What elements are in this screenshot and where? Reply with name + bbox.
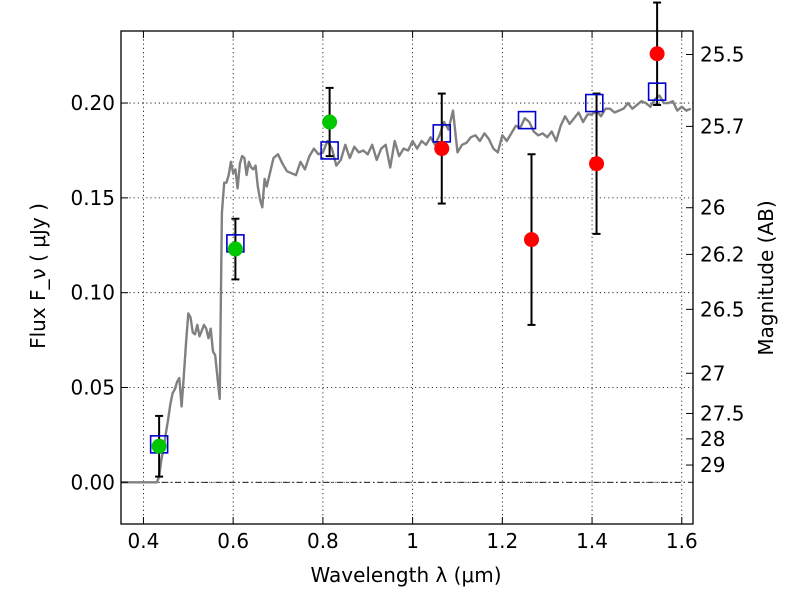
y-tick-label: 0.15 <box>70 186 115 210</box>
y2-tick-label: 26.5 <box>700 297 745 321</box>
y-tick-label: 0.05 <box>70 375 115 399</box>
photometry-point <box>649 46 665 62</box>
sed-line <box>121 94 692 484</box>
photometry-point <box>151 438 167 454</box>
y2-axis-label: Magnitude (AB) <box>754 200 778 355</box>
x-tick-label: 1.2 <box>486 529 518 553</box>
y2-tick-label: 25.5 <box>700 43 745 67</box>
y-tick-label: 0.10 <box>70 281 115 305</box>
plot-frame <box>120 30 694 525</box>
tick-labels: 0.4 0.6 0.8 1 1.2 1.4 1.6 0.00 0.05 0.10 0.15 0.20 2… <box>70 43 744 553</box>
model-band-square <box>320 141 339 160</box>
y2-tick-label: 26.2 <box>700 242 745 266</box>
x-tick-label: 0.6 <box>217 529 249 553</box>
x-tick-label: 1.6 <box>666 529 698 553</box>
y2-tick-label: 27.5 <box>700 401 745 425</box>
photometry-point <box>589 156 605 172</box>
error-bars <box>155 1 662 478</box>
photometry-point <box>227 241 243 257</box>
y2-tick-label: 27 <box>700 361 725 385</box>
sed-line-group <box>121 94 692 484</box>
x-tick-label: 1.4 <box>576 529 608 553</box>
model-band-squares <box>149 82 667 454</box>
y2-tick-label: 26 <box>700 196 725 220</box>
x-tick-label: 0.8 <box>307 529 339 553</box>
y2-tick-label: 29 <box>700 453 725 477</box>
y-tick-label: 0.00 <box>70 470 115 494</box>
x-axis-label: Wavelength λ (μm) <box>310 563 501 587</box>
y2-tick-label: 28 <box>700 427 725 451</box>
photometry-point <box>434 141 450 157</box>
y-tick-label: 0.20 <box>70 91 115 115</box>
model-band-square <box>647 82 667 101</box>
y-axis-label: Flux F_ν ( μJy ) <box>26 203 50 349</box>
model-band-square <box>585 93 604 113</box>
photometry-point <box>523 232 539 248</box>
grid-lines <box>121 31 693 524</box>
photometry-points <box>151 46 665 454</box>
x-tick-label: 1 <box>406 529 419 553</box>
photometry-point <box>322 114 338 130</box>
x-tick-label: 0.4 <box>128 529 160 553</box>
axis-ticks <box>121 31 693 524</box>
y2-tick-label: 25.7 <box>700 114 745 138</box>
model-band-square <box>517 110 537 130</box>
